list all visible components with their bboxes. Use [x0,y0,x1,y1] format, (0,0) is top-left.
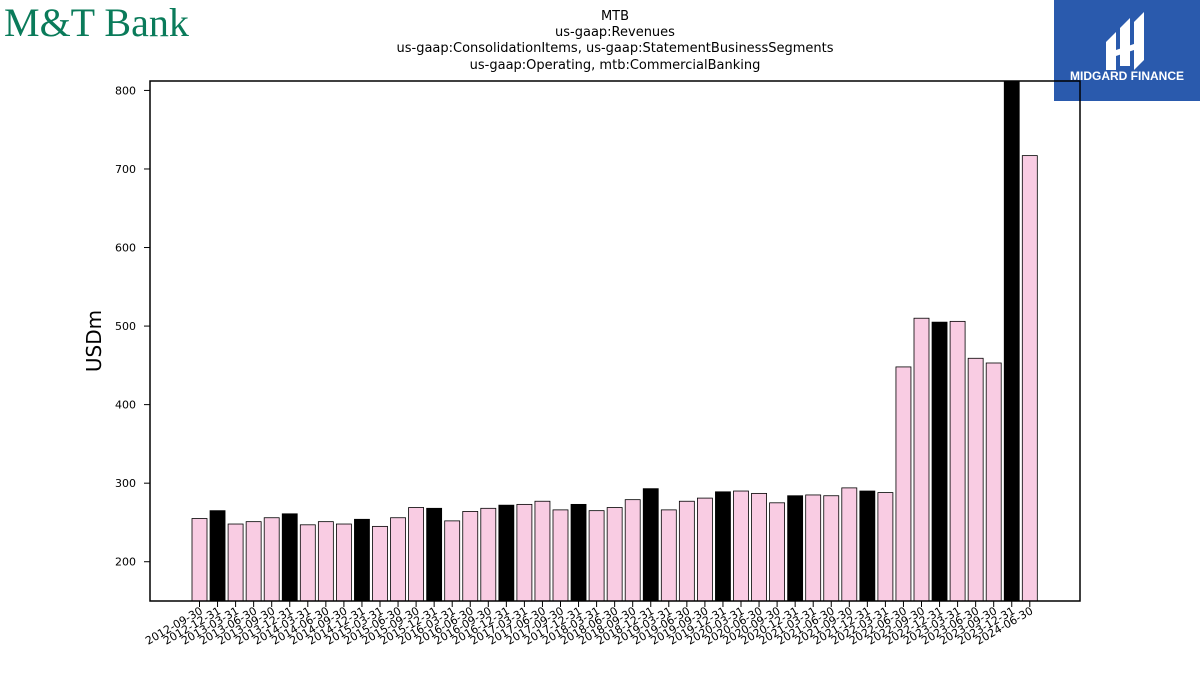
bar [372,525,388,602]
bar [444,520,461,602]
bar [354,518,370,602]
bar [570,503,587,602]
bar [299,524,316,602]
bar [1003,80,1020,602]
midgard-emblem-icon [1106,12,1144,70]
bar [624,499,641,602]
chart-title-line-3: us-gaap:ConsolidationItems, us-gaap:Stat… [396,41,833,56]
bar [715,491,731,602]
bar [462,511,479,602]
bar [606,507,623,602]
bar [895,366,912,602]
bar [931,321,948,602]
chart-title: MTB us-gaap:Revenues us-gaap:Consolidati… [396,9,833,73]
bar [588,510,605,602]
chart-title-line-2: us-gaap:Revenues [555,25,675,40]
bar [335,523,352,602]
y-tick-label: 800 [115,84,136,97]
bar [805,494,822,602]
bar [678,500,695,602]
bar [408,507,425,602]
bar [985,362,1002,602]
mt-bank-logo: M&T Bank [4,2,189,42]
y-axis: 200 300 400 500 600 700 800 [115,84,150,569]
bar [227,523,244,602]
midgard-finance-logo: MIDGARD FINANCE [1054,0,1200,101]
x-axis: 2012-09-302012-12-312013-03-312013-06-30… [143,601,1035,648]
bar [191,518,208,602]
bar [426,507,443,602]
bar [841,487,858,602]
bar [913,317,930,602]
bar [480,507,497,602]
bar [823,495,840,602]
bar [552,509,569,602]
bar [877,492,894,602]
chart-title-line-1: MTB [601,9,629,24]
plot-frame [149,80,1081,602]
mt-bank-logo-text: M&T Bank [4,2,189,42]
y-tick-label: 300 [115,477,136,490]
bar [390,517,406,602]
bar [769,502,785,602]
bar [498,504,515,602]
bar [1021,155,1038,602]
midgard-logo-text: MIDGARD FINANCE [1070,69,1184,83]
bar [859,490,876,602]
bar [642,488,659,602]
y-tick-label: 200 [115,556,136,569]
y-tick-label: 600 [115,242,136,255]
bar [281,513,298,602]
bar [751,492,767,602]
y-tick-label: 400 [115,399,136,412]
y-axis-label: USDm [82,310,106,372]
bar [733,490,749,602]
bar [697,497,713,602]
bar [263,517,280,602]
bar [317,521,334,602]
bar-series [191,80,1038,602]
bar [787,495,804,602]
bar [660,509,677,602]
bar [949,320,966,602]
bar [209,510,226,602]
bar [245,521,262,602]
y-tick-label: 500 [115,320,136,333]
bar [534,500,551,602]
bar [516,503,533,602]
chart-title-line-4: us-gaap:Operating, mtb:CommercialBanking [470,58,761,73]
bar [967,357,984,602]
y-tick-label: 700 [115,163,136,176]
